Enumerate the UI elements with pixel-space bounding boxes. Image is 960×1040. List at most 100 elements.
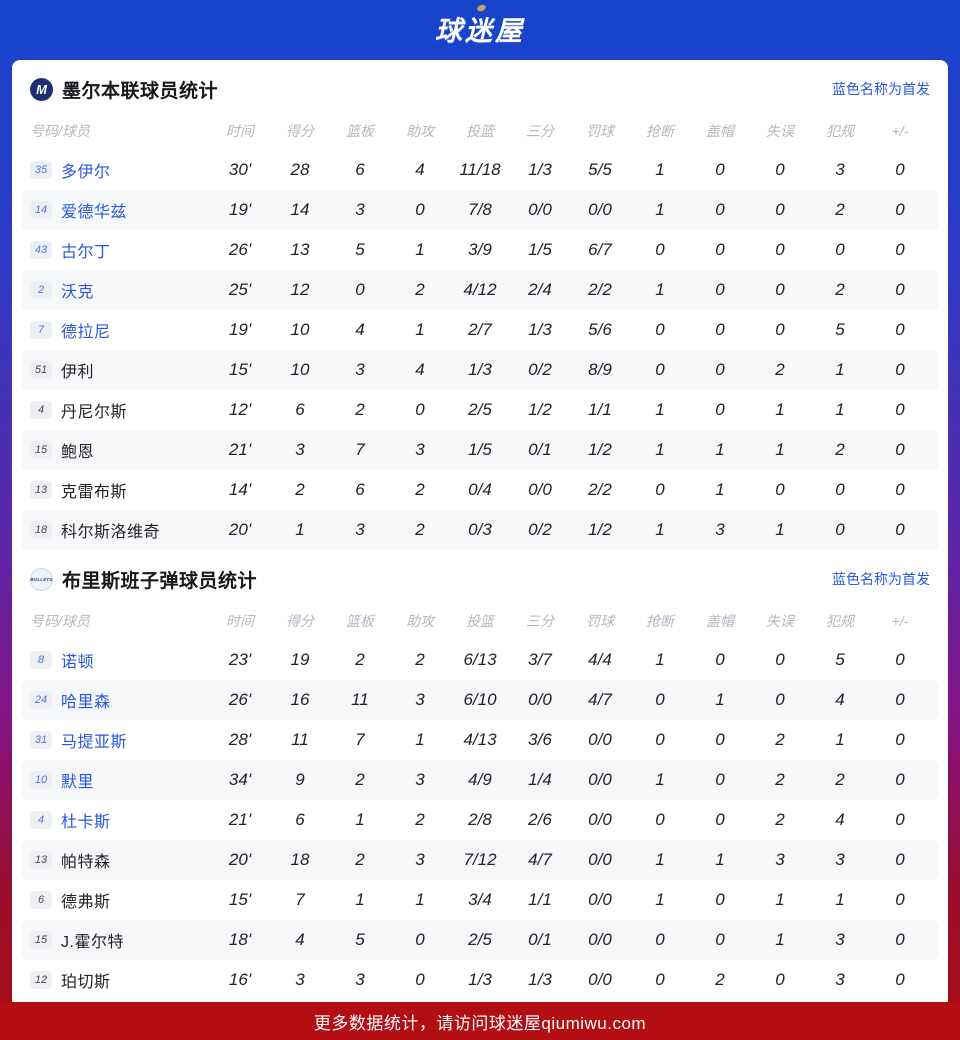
player-cell: 31 马提亚斯 xyxy=(30,728,210,752)
column-header: 三分 xyxy=(526,613,554,629)
player-name[interactable]: 珀切斯 xyxy=(61,974,111,991)
stat-cell: 3 xyxy=(715,520,725,539)
player-name[interactable]: 鲍恩 xyxy=(61,444,95,461)
stat-cell: 0 xyxy=(895,930,905,949)
stat-cell: 2 xyxy=(415,650,425,669)
stat-cell: 7/8 xyxy=(468,200,492,219)
player-cell: 18 科尔斯洛维奇 xyxy=(30,518,210,542)
stat-cell: 4/9 xyxy=(468,770,492,789)
player-name[interactable]: 哈里森 xyxy=(61,694,111,711)
stat-cell: 0 xyxy=(895,400,905,419)
player-name[interactable]: 古尔丁 xyxy=(61,244,111,261)
stat-cell: 1 xyxy=(775,520,785,539)
stat-cell: 16 xyxy=(290,690,310,709)
jersey-number-badge: 35 xyxy=(30,161,52,179)
stat-cell: 2/5 xyxy=(468,930,492,949)
stat-cell: 6 xyxy=(295,400,305,419)
jersey-number-badge: 51 xyxy=(30,361,52,379)
stat-cell: 1 xyxy=(715,480,725,499)
stat-cell: 0/3 xyxy=(468,520,492,539)
stat-cell: 12' xyxy=(228,400,252,419)
stat-cell: 18 xyxy=(290,850,310,869)
player-cell: 13 克雷布斯 xyxy=(30,478,210,502)
player-name[interactable]: 沃克 xyxy=(61,284,95,301)
stat-cell: 0 xyxy=(895,520,905,539)
column-header: 投篮 xyxy=(466,123,494,139)
stat-cell: 7/12 xyxy=(463,850,497,869)
stat-cell: 1 xyxy=(775,400,785,419)
stat-cell: 2 xyxy=(835,770,845,789)
team-section-header: BULLETS 布里斯班子弹球员统计 蓝色名称为首发 xyxy=(22,550,938,602)
stat-cell: 0 xyxy=(655,690,665,709)
player-name[interactable]: 默里 xyxy=(61,774,95,791)
stat-cell: 0 xyxy=(775,650,785,669)
stat-cell: 0 xyxy=(415,930,425,949)
player-cell: 2 沃克 xyxy=(30,278,210,302)
stat-cell: 4 xyxy=(415,160,425,179)
jersey-number-badge: 4 xyxy=(30,401,52,419)
stat-cell: 0 xyxy=(895,650,905,669)
stat-cell: 0 xyxy=(775,320,785,339)
jersey-number-badge: 14 xyxy=(30,201,52,219)
stat-cell: 21' xyxy=(228,810,252,829)
stat-cell: 0 xyxy=(715,200,725,219)
column-header: 投篮 xyxy=(466,613,494,629)
player-row: 14 爱德华兹 19' 14 3 0 7/8 0/0 0/0 1 0 0 2 0 xyxy=(22,190,938,230)
player-name[interactable]: 伊利 xyxy=(61,364,95,381)
site-logo-text: 球迷屋 xyxy=(435,16,525,46)
stat-cell: 1 xyxy=(355,890,365,909)
stat-cell: 4/12 xyxy=(463,280,497,299)
stat-cell: 1 xyxy=(835,360,845,379)
player-name[interactable]: J.霍尔特 xyxy=(61,934,124,951)
stat-cell: 20' xyxy=(228,520,252,539)
player-row: 15 J.霍尔特 18' 4 5 0 2/5 0/1 0/0 0 0 1 3 0 xyxy=(22,920,938,960)
stat-cell: 1/4 xyxy=(528,770,552,789)
jersey-number-badge: 6 xyxy=(30,891,52,909)
stat-cell: 3 xyxy=(775,850,785,869)
stat-cell: 16' xyxy=(228,970,252,989)
player-name[interactable]: 科尔斯洛维奇 xyxy=(61,524,161,541)
player-name[interactable]: 马提亚斯 xyxy=(61,734,128,751)
stat-cell: 3 xyxy=(415,690,425,709)
stat-cell: 14' xyxy=(228,480,252,499)
player-name[interactable]: 多伊尔 xyxy=(61,164,111,181)
site-header: 球迷屋 xyxy=(0,0,960,57)
player-name[interactable]: 爱德华兹 xyxy=(61,204,128,221)
stat-cell: 13 xyxy=(290,240,310,259)
player-name[interactable]: 德弗斯 xyxy=(61,894,111,911)
player-row: 10 默里 34' 9 2 3 4/9 1/4 0/0 1 0 2 2 0 xyxy=(22,760,938,800)
stat-cell: 2/2 xyxy=(588,480,612,499)
stat-cell: 1 xyxy=(835,730,845,749)
stat-cell: 3/7 xyxy=(528,650,552,669)
player-name[interactable]: 诺顿 xyxy=(61,654,95,671)
column-header: 罚球 xyxy=(586,613,614,629)
stat-cell: 1 xyxy=(655,200,665,219)
player-name[interactable]: 德拉尼 xyxy=(61,324,111,341)
stat-cell: 0 xyxy=(715,160,725,179)
jersey-number-badge: 15 xyxy=(30,931,52,949)
player-row: 15 鲍恩 21' 3 7 3 1/5 0/1 1/2 1 1 1 2 0 xyxy=(22,430,938,470)
player-row: 43 古尔丁 26' 13 5 1 3/9 1/5 6/7 0 0 0 0 0 xyxy=(22,230,938,270)
player-name[interactable]: 杜卡斯 xyxy=(61,814,111,831)
player-name[interactable]: 丹尼尔斯 xyxy=(61,404,128,421)
stat-cell: 1 xyxy=(655,850,665,869)
stat-cell: 28 xyxy=(290,160,310,179)
player-name[interactable]: 克雷布斯 xyxy=(61,484,128,501)
jersey-number-badge: 8 xyxy=(30,651,52,669)
stat-cell: 0 xyxy=(355,280,365,299)
stat-cell: 2 xyxy=(835,280,845,299)
player-cell: 4 杜卡斯 xyxy=(30,808,210,832)
player-cell: 51 伊利 xyxy=(30,358,210,382)
stat-cell: 6 xyxy=(295,810,305,829)
stat-cell: 0 xyxy=(655,730,665,749)
stat-cell: 5 xyxy=(835,650,845,669)
player-name[interactable]: 帕特森 xyxy=(61,854,111,871)
player-cell: 43 古尔丁 xyxy=(30,238,210,262)
stat-cell: 4/7 xyxy=(588,690,612,709)
stat-cell: 1 xyxy=(355,810,365,829)
stat-cell: 7 xyxy=(355,440,365,459)
stat-cell: 2/4 xyxy=(528,280,552,299)
stat-cell: 0 xyxy=(775,240,785,259)
stat-cell: 6/7 xyxy=(588,240,612,259)
stat-cell: 0 xyxy=(895,690,905,709)
